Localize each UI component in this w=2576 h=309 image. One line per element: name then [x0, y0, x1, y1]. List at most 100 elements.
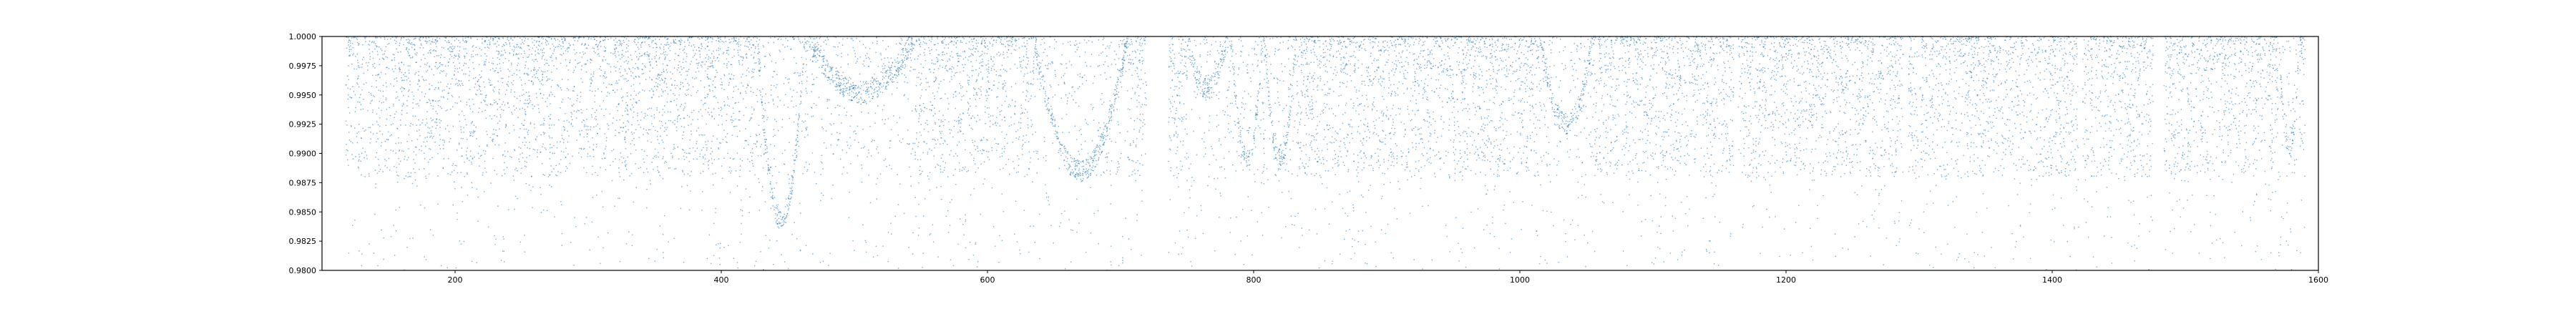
- scatter-point: [1637, 181, 1639, 183]
- scatter-point: [1193, 73, 1195, 74]
- scatter-point: [1865, 115, 1867, 117]
- scatter-point: [1977, 65, 1979, 67]
- scatter-point: [1553, 123, 1556, 125]
- scatter-point: [1818, 85, 1820, 87]
- scatter-point: [1590, 146, 1591, 147]
- scatter-point: [932, 92, 934, 94]
- scatter-point: [472, 50, 474, 52]
- scatter-point: [1752, 167, 1755, 169]
- scatter-point: [1826, 156, 1828, 157]
- scatter-point: [1249, 109, 1252, 112]
- scatter-point: [1308, 39, 1310, 41]
- scatter-point: [1526, 69, 1528, 71]
- scatter-point: [1894, 89, 1896, 91]
- scatter-point: [1125, 217, 1127, 219]
- scatter-point: [2200, 129, 2202, 131]
- scatter-point: [988, 107, 990, 109]
- scatter-point: [2119, 62, 2122, 63]
- scatter-point: [1529, 137, 1531, 139]
- scatter-point: [696, 142, 698, 144]
- scatter-point: [1929, 99, 1931, 102]
- scatter-point: [1491, 44, 1493, 45]
- scatter-point: [673, 147, 675, 148]
- scatter-point: [857, 155, 859, 157]
- scatter-point: [680, 118, 681, 119]
- scatter-point: [466, 52, 468, 54]
- scatter-point: [542, 56, 543, 58]
- scatter-point: [1018, 57, 1020, 59]
- scatter-point: [406, 50, 409, 52]
- scatter-point: [1418, 128, 1420, 130]
- scatter-point: [1433, 57, 1435, 59]
- scatter-point: [1591, 152, 1593, 154]
- scatter-point: [560, 204, 562, 206]
- scatter-point: [1974, 67, 1975, 69]
- scatter-point: [1729, 86, 1730, 88]
- scatter-point: [635, 102, 637, 103]
- scatter-point: [1880, 89, 1882, 90]
- scatter-point: [850, 83, 852, 85]
- scatter-point: [1858, 78, 1860, 79]
- scatter-point: [774, 197, 776, 198]
- scatter-point: [419, 124, 421, 126]
- scatter-point: [691, 77, 693, 79]
- scatter-point: [918, 121, 919, 122]
- scatter-point: [1404, 42, 1405, 44]
- scatter-point: [615, 46, 618, 49]
- scatter-point: [1229, 45, 1231, 46]
- scatter-point: [519, 37, 521, 39]
- scatter-point: [1702, 43, 1704, 45]
- scatter-point: [351, 37, 353, 39]
- scatter-point: [1269, 138, 1271, 139]
- scatter-point: [1045, 196, 1048, 198]
- scatter-point: [2206, 150, 2208, 152]
- scatter-point: [2205, 86, 2207, 88]
- scatter-point: [1570, 59, 1571, 62]
- scatter-point: [583, 136, 585, 138]
- scatter-point: [942, 160, 944, 162]
- scatter-point: [1122, 63, 1123, 64]
- scatter-point: [624, 70, 626, 72]
- scatter-point: [665, 51, 666, 53]
- scatter-point: [2200, 170, 2202, 172]
- scatter-point: [456, 38, 457, 40]
- scatter-point: [766, 119, 768, 121]
- scatter-point: [987, 45, 988, 47]
- scatter-point: [1357, 97, 1358, 99]
- scatter-point: [1632, 159, 1634, 161]
- scatter-point: [373, 252, 375, 254]
- scatter-point: [1851, 107, 1853, 109]
- scatter-point: [2076, 190, 2078, 192]
- scatter-point: [1092, 82, 1094, 84]
- scatter-point: [1219, 45, 1221, 47]
- scatter-point: [516, 54, 518, 56]
- scatter-point: [1654, 115, 1657, 117]
- scatter-point: [1186, 77, 1188, 79]
- scatter-point: [747, 36, 749, 39]
- scatter-point: [805, 87, 806, 89]
- scatter-point: [411, 42, 413, 44]
- scatter-point: [1128, 43, 1130, 44]
- scatter-point: [1928, 86, 1931, 88]
- scatter-point: [1773, 46, 1775, 48]
- scatter-point: [2006, 61, 2008, 62]
- scatter-point: [469, 105, 471, 107]
- scatter-point: [782, 44, 784, 46]
- scatter-point: [2207, 77, 2210, 79]
- scatter-point: [1941, 96, 1943, 98]
- scatter-point: [702, 61, 703, 63]
- scatter-point: [2052, 79, 2054, 81]
- scatter-point: [1859, 170, 1861, 172]
- scatter-point: [1042, 79, 1043, 81]
- scatter-point: [1629, 45, 1631, 47]
- scatter-point: [1053, 242, 1055, 244]
- scatter-point: [1350, 258, 1352, 260]
- scatter-point: [1252, 154, 1253, 156]
- scatter-point: [2075, 186, 2077, 187]
- scatter-point: [2129, 107, 2131, 109]
- scatter-point: [1302, 64, 1304, 66]
- scatter-point: [1229, 40, 1231, 42]
- scatter-point: [2233, 114, 2235, 117]
- scatter-point: [1860, 118, 1862, 120]
- scatter-point: [2006, 52, 2008, 54]
